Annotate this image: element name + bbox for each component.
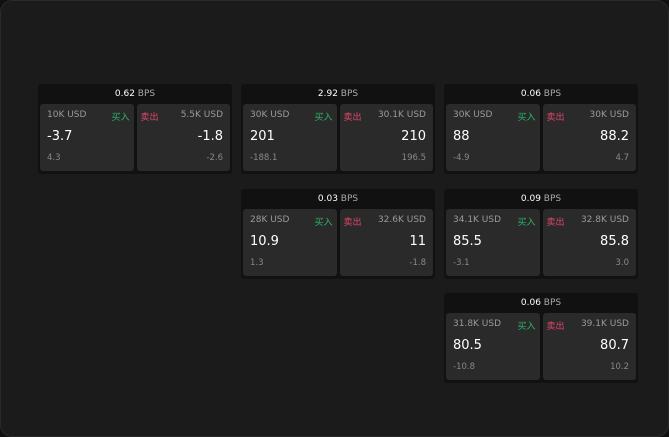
spread-value: 0.09: [520, 194, 541, 204]
spread-header: 2.92 BPS: [241, 84, 435, 104]
spread-unit: BPS: [340, 89, 359, 99]
sell-size: 30K USD: [589, 110, 629, 120]
quote-card: 0.06 BPS 30K USD 买入 88 -4.9 卖出 30K USD 8…: [444, 84, 638, 174]
buy-price: 85.5: [453, 234, 482, 249]
sell-quote-button[interactable]: 卖出 39.1K USD 80.7 10.2: [542, 313, 636, 380]
sell-quote-button[interactable]: 卖出 5.5K USD -1.8 -2.6: [136, 104, 230, 171]
sell-price: 88.2: [600, 129, 629, 144]
buy-size: 34.1K USD: [453, 215, 502, 225]
buy-label: 买入: [517, 113, 536, 123]
buy-size: 10K USD: [47, 110, 87, 120]
buy-quote-button[interactable]: 30K USD 买入 88 -4.9: [446, 104, 540, 171]
spread-header: 0.62 BPS: [38, 84, 232, 104]
quote-card: 0.09 BPS 34.1K USD 买入 85.5 -3.1 卖出 32.8K…: [444, 189, 638, 279]
buy-quote-button[interactable]: 30K USD 买入 201 -188.1: [243, 104, 337, 171]
sell-change: 10.2: [610, 362, 629, 372]
spread-value: 0.06: [520, 298, 541, 308]
buy-quote-button[interactable]: 31.8K USD 买入 80.5 -10.8: [446, 313, 540, 380]
sell-size: 30.1K USD: [377, 110, 426, 120]
buy-price: -3.7: [47, 129, 73, 144]
sell-quote-button[interactable]: 卖出 32.8K USD 85.8 3.0: [542, 209, 636, 276]
buy-size: 31.8K USD: [453, 319, 502, 329]
spread-unit: BPS: [543, 194, 562, 204]
buy-quote-button[interactable]: 28K USD 买入 10.9 1.3: [243, 209, 337, 276]
spread-header: 0.09 BPS: [444, 189, 638, 209]
sell-price: -1.8: [197, 129, 223, 144]
spread-header: 0.03 BPS: [241, 189, 435, 209]
sell-quote-button[interactable]: 卖出 32.6K USD 11 -1.8: [339, 209, 433, 276]
buy-price: 80.5: [453, 338, 482, 353]
buy-label: 买入: [111, 113, 130, 123]
spread-unit: BPS: [137, 89, 156, 99]
buy-change: 1.3: [250, 258, 264, 268]
buy-change: -10.8: [453, 362, 475, 372]
sell-price: 11: [409, 234, 426, 249]
buy-quote-button[interactable]: 34.1K USD 买入 85.5 -3.1: [446, 209, 540, 276]
sell-change: 4.7: [615, 153, 629, 163]
sell-label: 卖出: [343, 218, 362, 228]
sell-size: 32.6K USD: [377, 215, 426, 225]
spread-unit: BPS: [543, 298, 562, 308]
buy-label: 买入: [314, 218, 333, 228]
spread-unit: BPS: [543, 89, 562, 99]
sell-quote-button[interactable]: 卖出 30K USD 88.2 4.7: [542, 104, 636, 171]
spread-value: 2.92: [317, 89, 338, 99]
buy-change: -3.1: [453, 258, 470, 268]
buy-label: 买入: [517, 218, 536, 228]
buy-change: -188.1: [250, 153, 278, 163]
sell-price: 85.8: [600, 234, 629, 249]
buy-quote-button[interactable]: 10K USD 买入 -3.7 4.3: [40, 104, 134, 171]
sell-size: 39.1K USD: [580, 319, 629, 329]
spread-value: 0.03: [317, 194, 338, 204]
sell-label: 卖出: [140, 113, 159, 123]
spread-value: 0.06: [520, 89, 541, 99]
sell-size: 32.8K USD: [580, 215, 629, 225]
sell-change: 196.5: [401, 153, 426, 163]
buy-price: 10.9: [250, 234, 279, 249]
buy-change: 4.3: [47, 153, 61, 163]
sell-change: 3.0: [615, 258, 629, 268]
quote-card: 2.92 BPS 30K USD 买入 201 -188.1 卖出 30.1K …: [241, 84, 435, 174]
buy-price: 201: [250, 129, 275, 144]
buy-size: 30K USD: [250, 110, 290, 120]
buy-change: -4.9: [453, 153, 470, 163]
spread-value: 0.62: [114, 89, 135, 99]
sell-quote-button[interactable]: 卖出 30.1K USD 210 196.5: [339, 104, 433, 171]
sell-label: 卖出: [546, 113, 565, 123]
buy-size: 30K USD: [453, 110, 493, 120]
spread-header: 0.06 BPS: [444, 293, 638, 313]
buy-label: 买入: [314, 113, 333, 123]
quote-card: 0.06 BPS 31.8K USD 买入 80.5 -10.8 卖出 39.1…: [444, 293, 638, 383]
quote-card: 0.62 BPS 10K USD 买入 -3.7 4.3 卖出 5.5K USD…: [38, 84, 232, 174]
sell-price: 210: [401, 129, 426, 144]
quote-card: 0.03 BPS 28K USD 买入 10.9 1.3 卖出 32.6K US…: [241, 189, 435, 279]
sell-price: 80.7: [600, 338, 629, 353]
sell-size: 5.5K USD: [180, 110, 223, 120]
buy-price: 88: [453, 129, 470, 144]
buy-size: 28K USD: [250, 215, 290, 225]
sell-label: 卖出: [343, 113, 362, 123]
sell-label: 卖出: [546, 218, 565, 228]
sell-change: -2.6: [206, 153, 223, 163]
spread-header: 0.06 BPS: [444, 84, 638, 104]
sell-label: 卖出: [546, 322, 565, 332]
buy-label: 买入: [517, 322, 536, 332]
spread-unit: BPS: [340, 194, 359, 204]
sell-change: -1.8: [409, 258, 426, 268]
